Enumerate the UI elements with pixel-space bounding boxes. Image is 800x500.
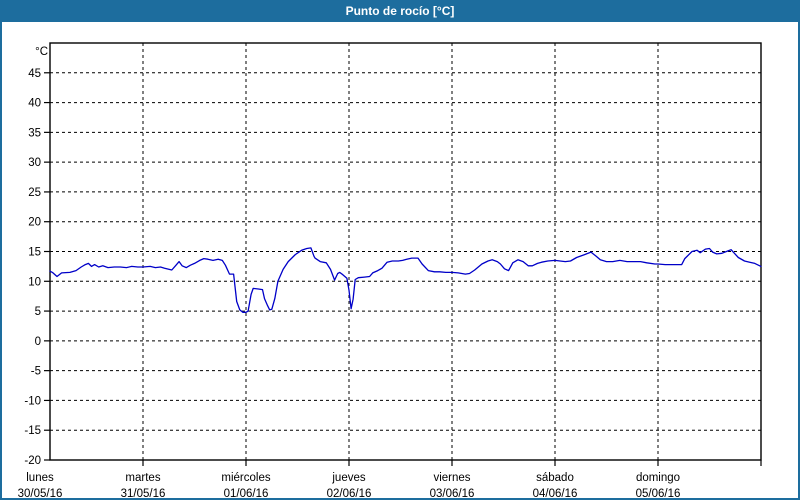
- dew-point-line-chart: 45 40 35 30 25 20 15 10 5 0 -5 -10 -15 -20 °C lunes 30/0…: [18, 42, 762, 500]
- y-tick-label: 20: [28, 217, 41, 229]
- y-tick-label: 30: [28, 157, 41, 169]
- x-day-name: martes: [125, 472, 160, 484]
- y-tick-label: 25: [28, 187, 41, 199]
- chart-area: 45 40 35 30 25 20 15 10 5 0 -5 -10 -15 -20 °C lunes 30/0…: [2, 22, 798, 500]
- window-title-bar: Punto de rocío [°C]: [2, 2, 798, 22]
- x-day-date: 01/06/16: [224, 488, 269, 500]
- chart-title: Punto de rocío [°C]: [345, 4, 455, 18]
- y-tick-label: 15: [28, 247, 41, 259]
- x-day-name: viernes: [433, 472, 470, 484]
- y-tick-label: 0: [35, 336, 41, 348]
- plot-border: [49, 42, 762, 461]
- x-day-date: 31/05/16: [121, 488, 166, 500]
- x-day-name: jueves: [331, 472, 365, 484]
- y-tick-label: -15: [24, 425, 41, 437]
- y-tick-label: 40: [28, 98, 41, 110]
- y-tick-label: 45: [28, 68, 41, 80]
- dew-point-series-line: [49, 247, 762, 313]
- x-day-date: 02/06/16: [327, 488, 372, 500]
- y-tick-label: -10: [24, 395, 41, 407]
- x-day-date: 30/05/16: [18, 488, 63, 500]
- x-day-name: domingo: [636, 472, 680, 484]
- y-tick-label: -5: [31, 366, 41, 378]
- x-day-date: 03/06/16: [430, 488, 475, 500]
- y-tick-label: 5: [35, 306, 41, 318]
- y-tick-label: 35: [28, 127, 41, 139]
- x-day-name: lunes: [26, 472, 54, 484]
- x-day-date: 04/06/16: [533, 488, 578, 500]
- x-day-name: sábado: [536, 472, 574, 484]
- x-day-name: miércoles: [221, 472, 270, 484]
- y-tick-label: 10: [28, 276, 41, 288]
- x-day-date: 05/06/16: [636, 488, 681, 500]
- y-tick-label: -20: [24, 455, 41, 467]
- y-axis-unit-label: °C: [35, 46, 48, 58]
